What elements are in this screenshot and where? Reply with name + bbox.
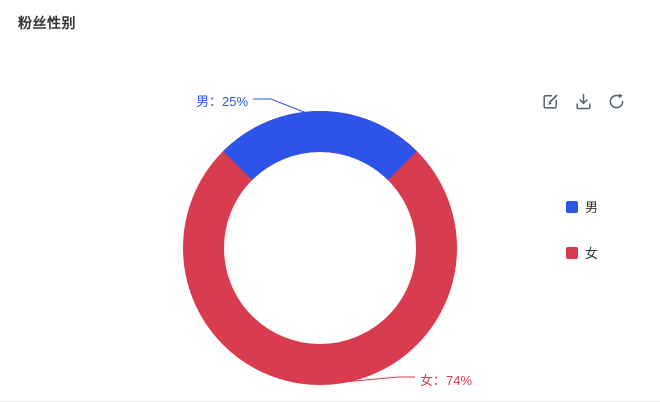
legend-label-female: 女 bbox=[585, 246, 599, 261]
page-title: 粉丝性别 bbox=[18, 15, 76, 31]
edit-icon bbox=[543, 94, 558, 109]
legend-item-female[interactable]: 女 bbox=[566, 243, 598, 262]
edit-button[interactable] bbox=[541, 92, 560, 111]
legend-item-male[interactable]: 男 bbox=[566, 197, 598, 216]
legend-swatch bbox=[566, 200, 578, 213]
chart-legend: 男 女 bbox=[566, 197, 598, 262]
download-button[interactable] bbox=[574, 92, 593, 111]
download-icon bbox=[576, 94, 591, 110]
legend-swatch bbox=[566, 246, 578, 259]
refresh-icon bbox=[609, 93, 624, 109]
female-leader-line bbox=[332, 376, 415, 384]
chart-toolbar bbox=[541, 92, 626, 111]
legend-label-male: 男 bbox=[585, 200, 599, 215]
male-label: 男：25% bbox=[196, 94, 249, 109]
male-leader-line bbox=[253, 98, 315, 117]
refresh-button[interactable] bbox=[607, 92, 626, 111]
female-label: 女：74% bbox=[420, 373, 473, 388]
male-arc[interactable] bbox=[155, 83, 485, 402]
